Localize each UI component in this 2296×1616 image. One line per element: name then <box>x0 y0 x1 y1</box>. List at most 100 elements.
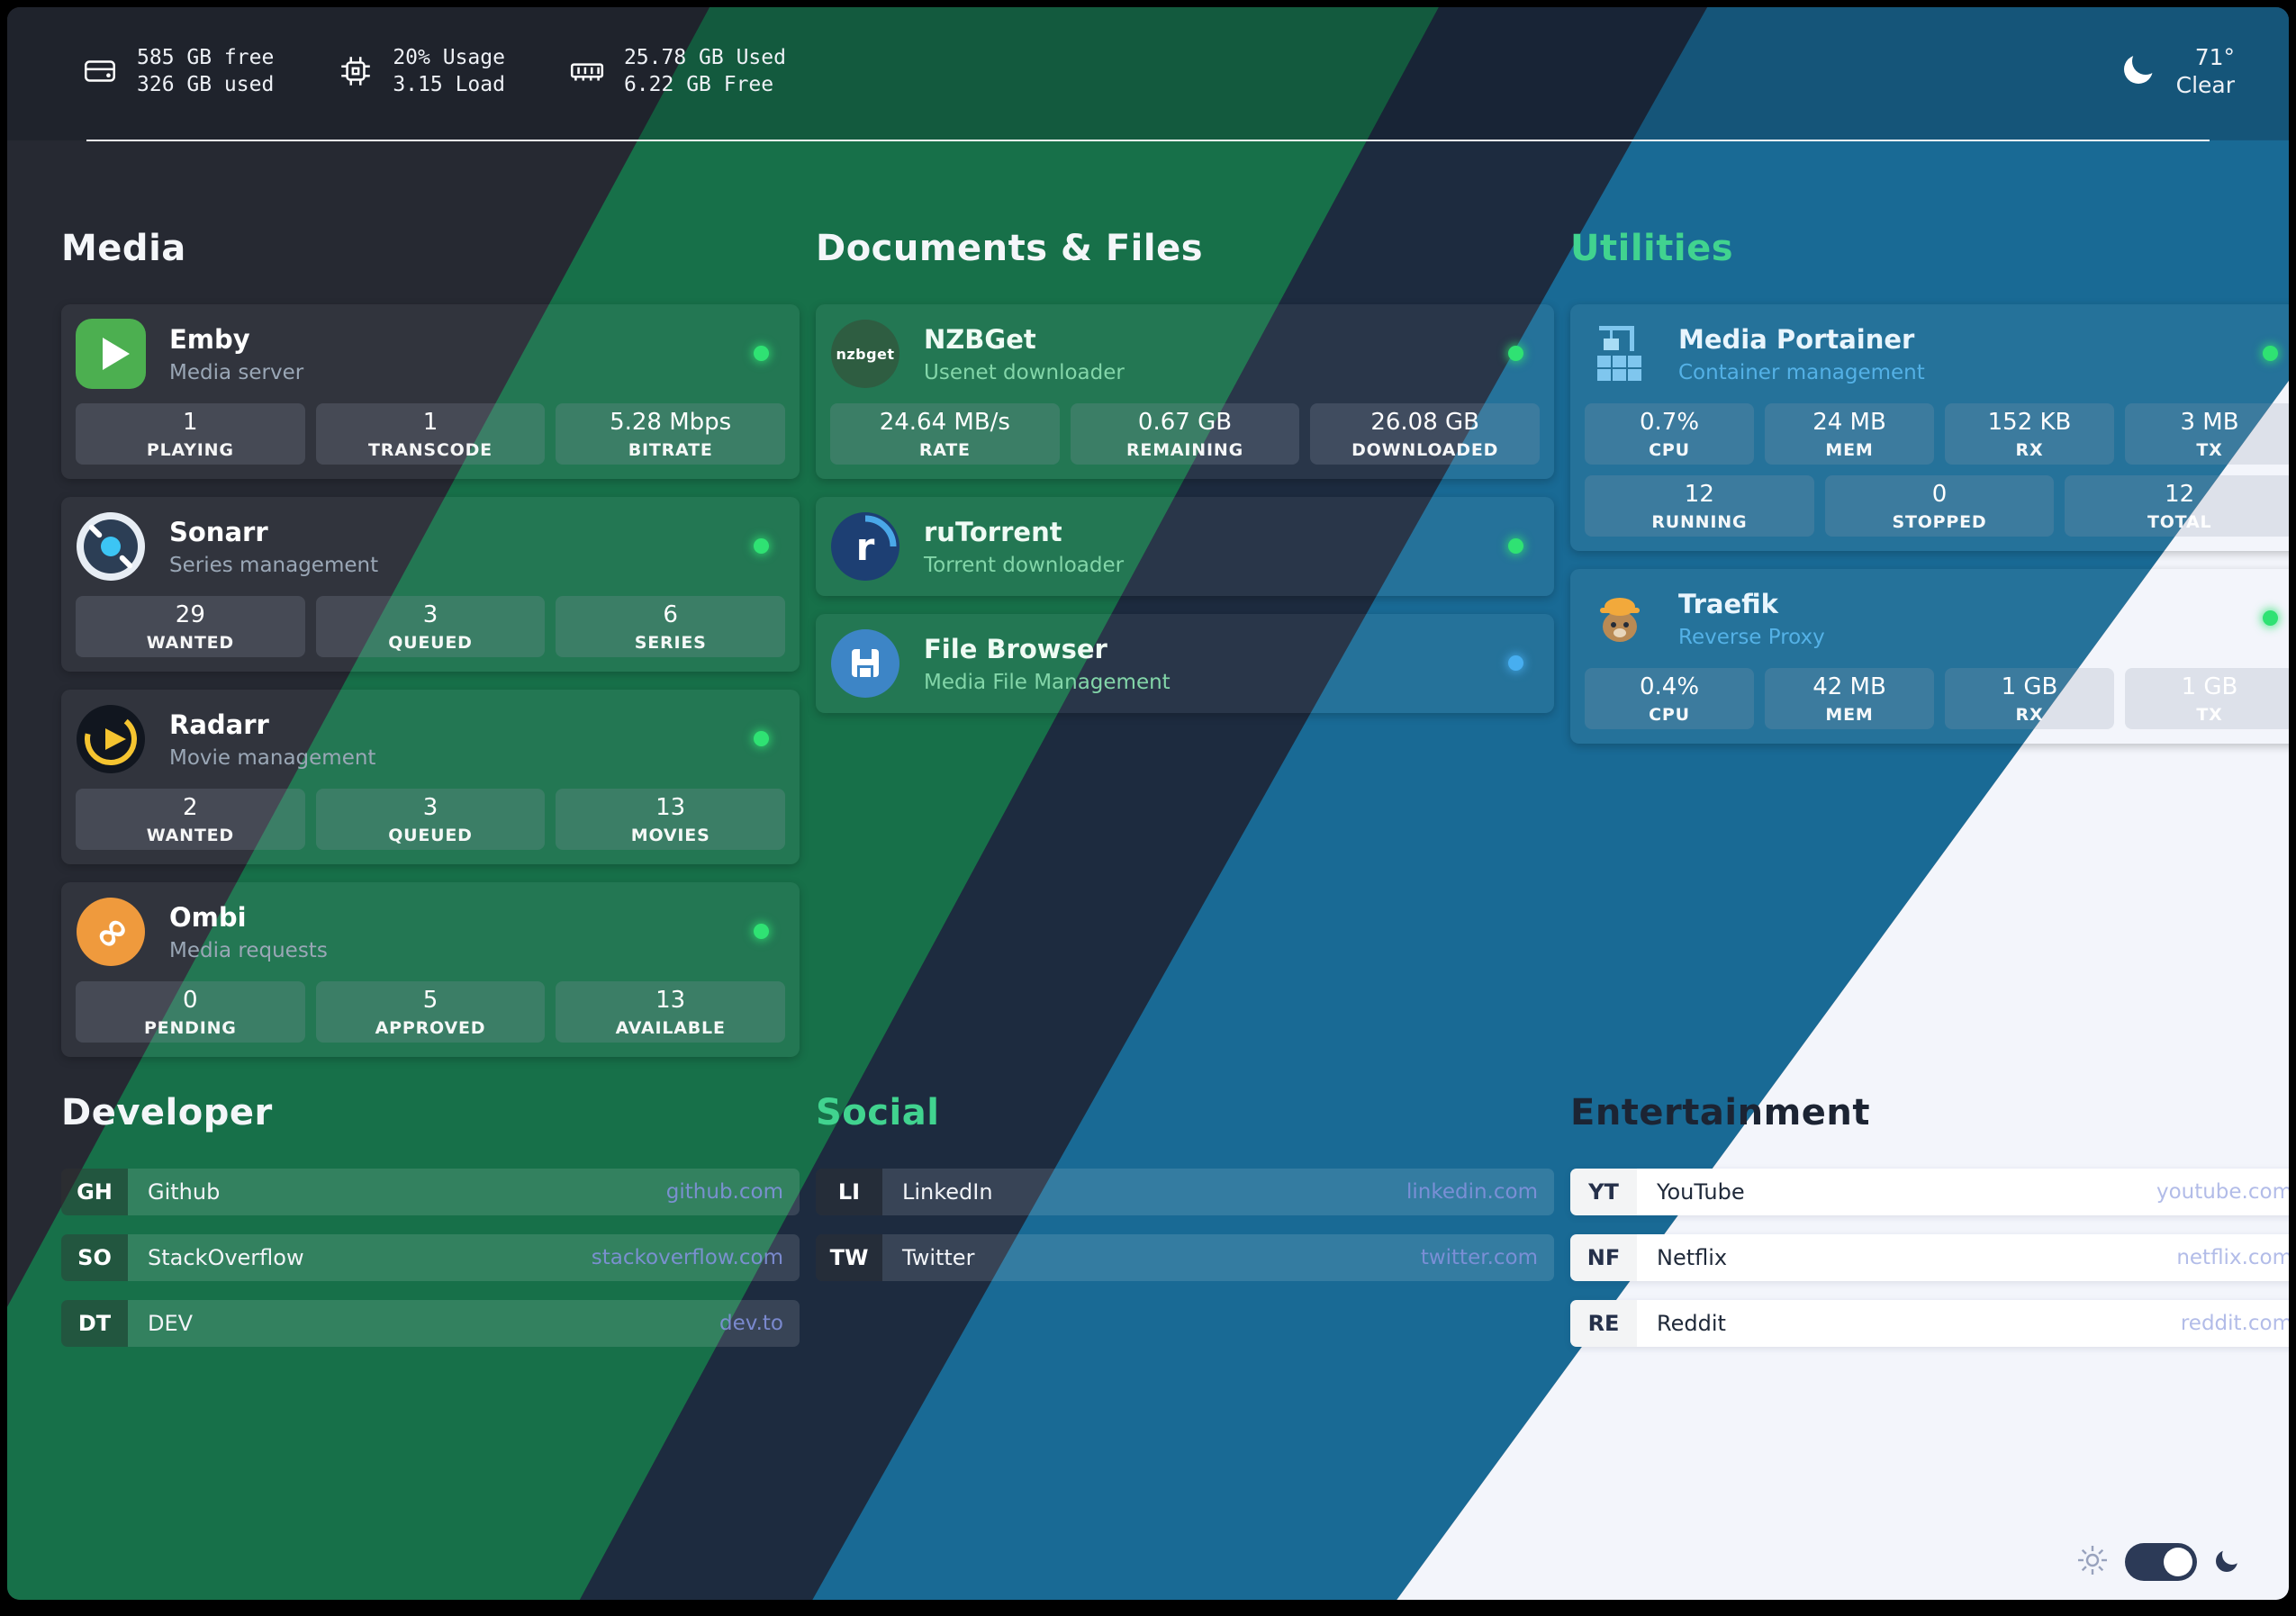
link-badge: TW <box>816 1234 882 1281</box>
filebrowser-icon <box>830 628 900 699</box>
stat-chip: 6 SERIES <box>556 596 785 657</box>
weather-condition: Clear <box>2175 72 2235 98</box>
stat-chip: 24 MB MEM <box>1765 403 1934 465</box>
theme-controls <box>2076 1543 2242 1581</box>
link-name: YouTube <box>1657 1179 1745 1205</box>
app-name: Media Portainer <box>1678 323 1915 355</box>
app-card-radarr[interactable]: Radarr Movie management 2 WANTED 3 QUEUE… <box>61 690 800 864</box>
app-card-sonarr[interactable]: Sonarr Series management 29 WANTED 3 QUE… <box>61 497 800 672</box>
link-reddit[interactable]: RE Reddit reddit.com <box>1570 1300 2289 1347</box>
link-badge: NF <box>1570 1234 1637 1281</box>
status-dot <box>2263 610 2278 626</box>
link-twitter[interactable]: TW Twitter twitter.com <box>816 1234 1554 1281</box>
stat-chip: 1 GB RX <box>1945 668 2114 729</box>
section-title-social: Social <box>816 1092 940 1133</box>
cpu-usage-text: 20% Usage <box>393 46 505 69</box>
section-utilities: Utilities Media Portainer Container mana… <box>1570 223 2289 762</box>
app-subtitle: Media server <box>169 360 304 384</box>
app-card-nzbget[interactable]: nzbget NZBGet Usenet downloader 24.64 MB… <box>816 304 1554 479</box>
link-badge: RE <box>1570 1300 1637 1347</box>
app-subtitle: Reverse Proxy <box>1678 625 1825 649</box>
link-name: Github <box>148 1179 221 1205</box>
app-name: File Browser <box>924 633 1107 664</box>
app-subtitle: Usenet downloader <box>924 360 1125 384</box>
stat-chip: 12 TOTAL <box>2065 475 2289 537</box>
link-url: reddit.com <box>2180 1312 2289 1335</box>
app-subtitle: Series management <box>169 553 379 577</box>
cpu-load-text: 3.15 Load <box>393 73 505 96</box>
status-dot <box>1508 655 1523 671</box>
section-title-developer: Developer <box>61 1092 273 1133</box>
cpu-icon <box>337 52 375 90</box>
link-name: Reddit <box>1657 1311 1726 1336</box>
ram-stats: 25.78 GB Used 6.22 GB Free <box>568 44 786 98</box>
link-url: dev.to <box>719 1312 783 1335</box>
ram-icon <box>568 52 606 90</box>
app-card-emby[interactable]: Emby Media server 1 PLAYING 1 TRANSCODE … <box>61 304 800 479</box>
link-url: youtube.com <box>2156 1180 2289 1204</box>
stat-chip: 1 TRANSCODE <box>315 403 546 465</box>
link-youtube[interactable]: YT YouTube youtube.com <box>1570 1169 2289 1215</box>
status-dot <box>754 346 769 361</box>
sun-icon[interactable] <box>2076 1544 2109 1580</box>
app-name: NZBGet <box>924 323 1036 355</box>
link-name: LinkedIn <box>902 1179 993 1205</box>
stat-chip: 13 AVAILABLE <box>556 981 785 1043</box>
link-github[interactable]: GH Github github.com <box>61 1169 800 1215</box>
stat-chip: 5.28 Mbps BITRATE <box>556 403 785 465</box>
section-title-documents: Documents & Files <box>816 228 1204 269</box>
status-dot <box>754 924 769 939</box>
system-status-bar: 585 GB free 326 GB used 20% Usage 3.15 L… <box>81 43 2235 99</box>
dark-moon-icon[interactable] <box>2213 1546 2242 1578</box>
status-dot <box>754 538 769 554</box>
wallpaper-shards <box>7 7 2289 1600</box>
link-netflix[interactable]: NF Netflix netflix.com <box>1570 1234 2289 1281</box>
weather-widget: 71° Clear <box>2119 43 2235 99</box>
link-url: linkedin.com <box>1406 1180 1538 1204</box>
stat-chip: 0 STOPPED <box>1824 475 2055 537</box>
app-card-rutorrent[interactable]: r ruTorrent Torrent downloader <box>816 497 1554 596</box>
stat-chip: 0 PENDING <box>76 981 305 1043</box>
link-badge: LI <box>816 1169 882 1215</box>
stat-chip: 13 MOVIES <box>556 789 785 850</box>
link-url: netflix.com <box>2176 1246 2289 1269</box>
status-dot <box>1508 346 1523 361</box>
app-card-ombi[interactable]: ∞ Ombi Media requests 0 PENDING 5 APPROV… <box>61 882 800 1057</box>
link-badge: GH <box>61 1169 128 1215</box>
link-url: github.com <box>665 1180 783 1204</box>
stat-chip: 3 MB TX <box>2125 403 2289 465</box>
link-stackoverflow[interactable]: SO StackOverflow stackoverflow.com <box>61 1234 800 1281</box>
section-documents: Documents & Files nzbget NZBGet Usenet d… <box>816 223 1554 731</box>
link-url: stackoverflow.com <box>591 1246 783 1269</box>
disk-free-text: 585 GB free <box>137 46 275 69</box>
stat-chip: 1 GB TX <box>2125 668 2289 729</box>
nzbget-icon: nzbget <box>830 319 900 389</box>
status-dot <box>754 731 769 746</box>
disk-used-text: 326 GB used <box>137 73 275 96</box>
app-name: Traefik <box>1678 588 1778 619</box>
app-subtitle: Movie management <box>169 745 376 770</box>
radarr-icon <box>76 704 146 774</box>
link-badge: DT <box>61 1300 128 1347</box>
weather-temp: 71° <box>2194 44 2235 70</box>
link-dev[interactable]: DT DEV dev.to <box>61 1300 800 1347</box>
link-name: Twitter <box>902 1245 975 1270</box>
link-linkedin[interactable]: LI LinkedIn linkedin.com <box>816 1169 1554 1215</box>
theme-toggle[interactable] <box>2125 1543 2197 1581</box>
app-card-filebrowser[interactable]: File Browser Media File Management <box>816 614 1554 713</box>
link-name: StackOverflow <box>148 1245 304 1270</box>
weather-moon-icon <box>2119 48 2160 95</box>
status-dot <box>1508 538 1523 554</box>
theme-toggle-knob <box>2164 1548 2192 1576</box>
app-card-portainer[interactable]: Media Portainer Container management 0.7… <box>1570 304 2289 551</box>
stat-chip: 26.08 GB DOWNLOADED <box>1310 403 1540 465</box>
link-url: twitter.com <box>1420 1246 1538 1269</box>
rutorrent-icon: r <box>830 511 900 582</box>
section-social: Social LI LinkedIn linkedin.com TW Twitt… <box>816 1088 1554 1300</box>
app-card-traefik[interactable]: Traefik Reverse Proxy 0.4% CPU 42 MB MEM… <box>1570 569 2289 744</box>
stat-chip: 1 PLAYING <box>76 403 305 465</box>
ram-used-text: 25.78 GB Used <box>623 46 786 69</box>
stat-chip: 29 WANTED <box>76 596 305 657</box>
section-media: Media Emby Media server 1 PLAYING 1 TRA <box>61 223 800 1075</box>
